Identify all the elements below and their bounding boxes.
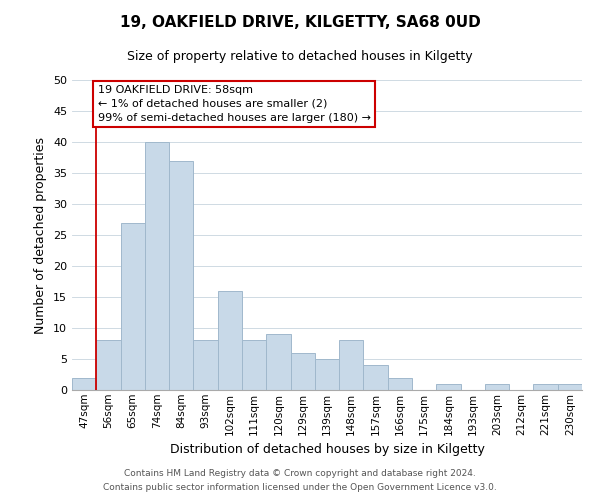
Bar: [145, 142, 169, 390]
Bar: [315, 359, 339, 390]
Bar: [364, 365, 388, 390]
Bar: [339, 340, 364, 390]
Bar: [436, 384, 461, 390]
Bar: [242, 340, 266, 390]
Bar: [558, 384, 582, 390]
Bar: [72, 378, 96, 390]
Bar: [485, 384, 509, 390]
Bar: [218, 291, 242, 390]
Bar: [388, 378, 412, 390]
Bar: [96, 340, 121, 390]
X-axis label: Distribution of detached houses by size in Kilgetty: Distribution of detached houses by size …: [170, 443, 484, 456]
Bar: [121, 222, 145, 390]
Bar: [169, 160, 193, 390]
Text: Size of property relative to detached houses in Kilgetty: Size of property relative to detached ho…: [127, 50, 473, 63]
Text: Contains HM Land Registry data © Crown copyright and database right 2024.: Contains HM Land Registry data © Crown c…: [124, 468, 476, 477]
Text: Contains public sector information licensed under the Open Government Licence v3: Contains public sector information licen…: [103, 484, 497, 492]
Bar: [533, 384, 558, 390]
Bar: [193, 340, 218, 390]
Bar: [266, 334, 290, 390]
Text: 19 OAKFIELD DRIVE: 58sqm
← 1% of detached houses are smaller (2)
99% of semi-det: 19 OAKFIELD DRIVE: 58sqm ← 1% of detache…: [97, 85, 371, 123]
Y-axis label: Number of detached properties: Number of detached properties: [34, 136, 47, 334]
Text: 19, OAKFIELD DRIVE, KILGETTY, SA68 0UD: 19, OAKFIELD DRIVE, KILGETTY, SA68 0UD: [119, 15, 481, 30]
Bar: [290, 353, 315, 390]
